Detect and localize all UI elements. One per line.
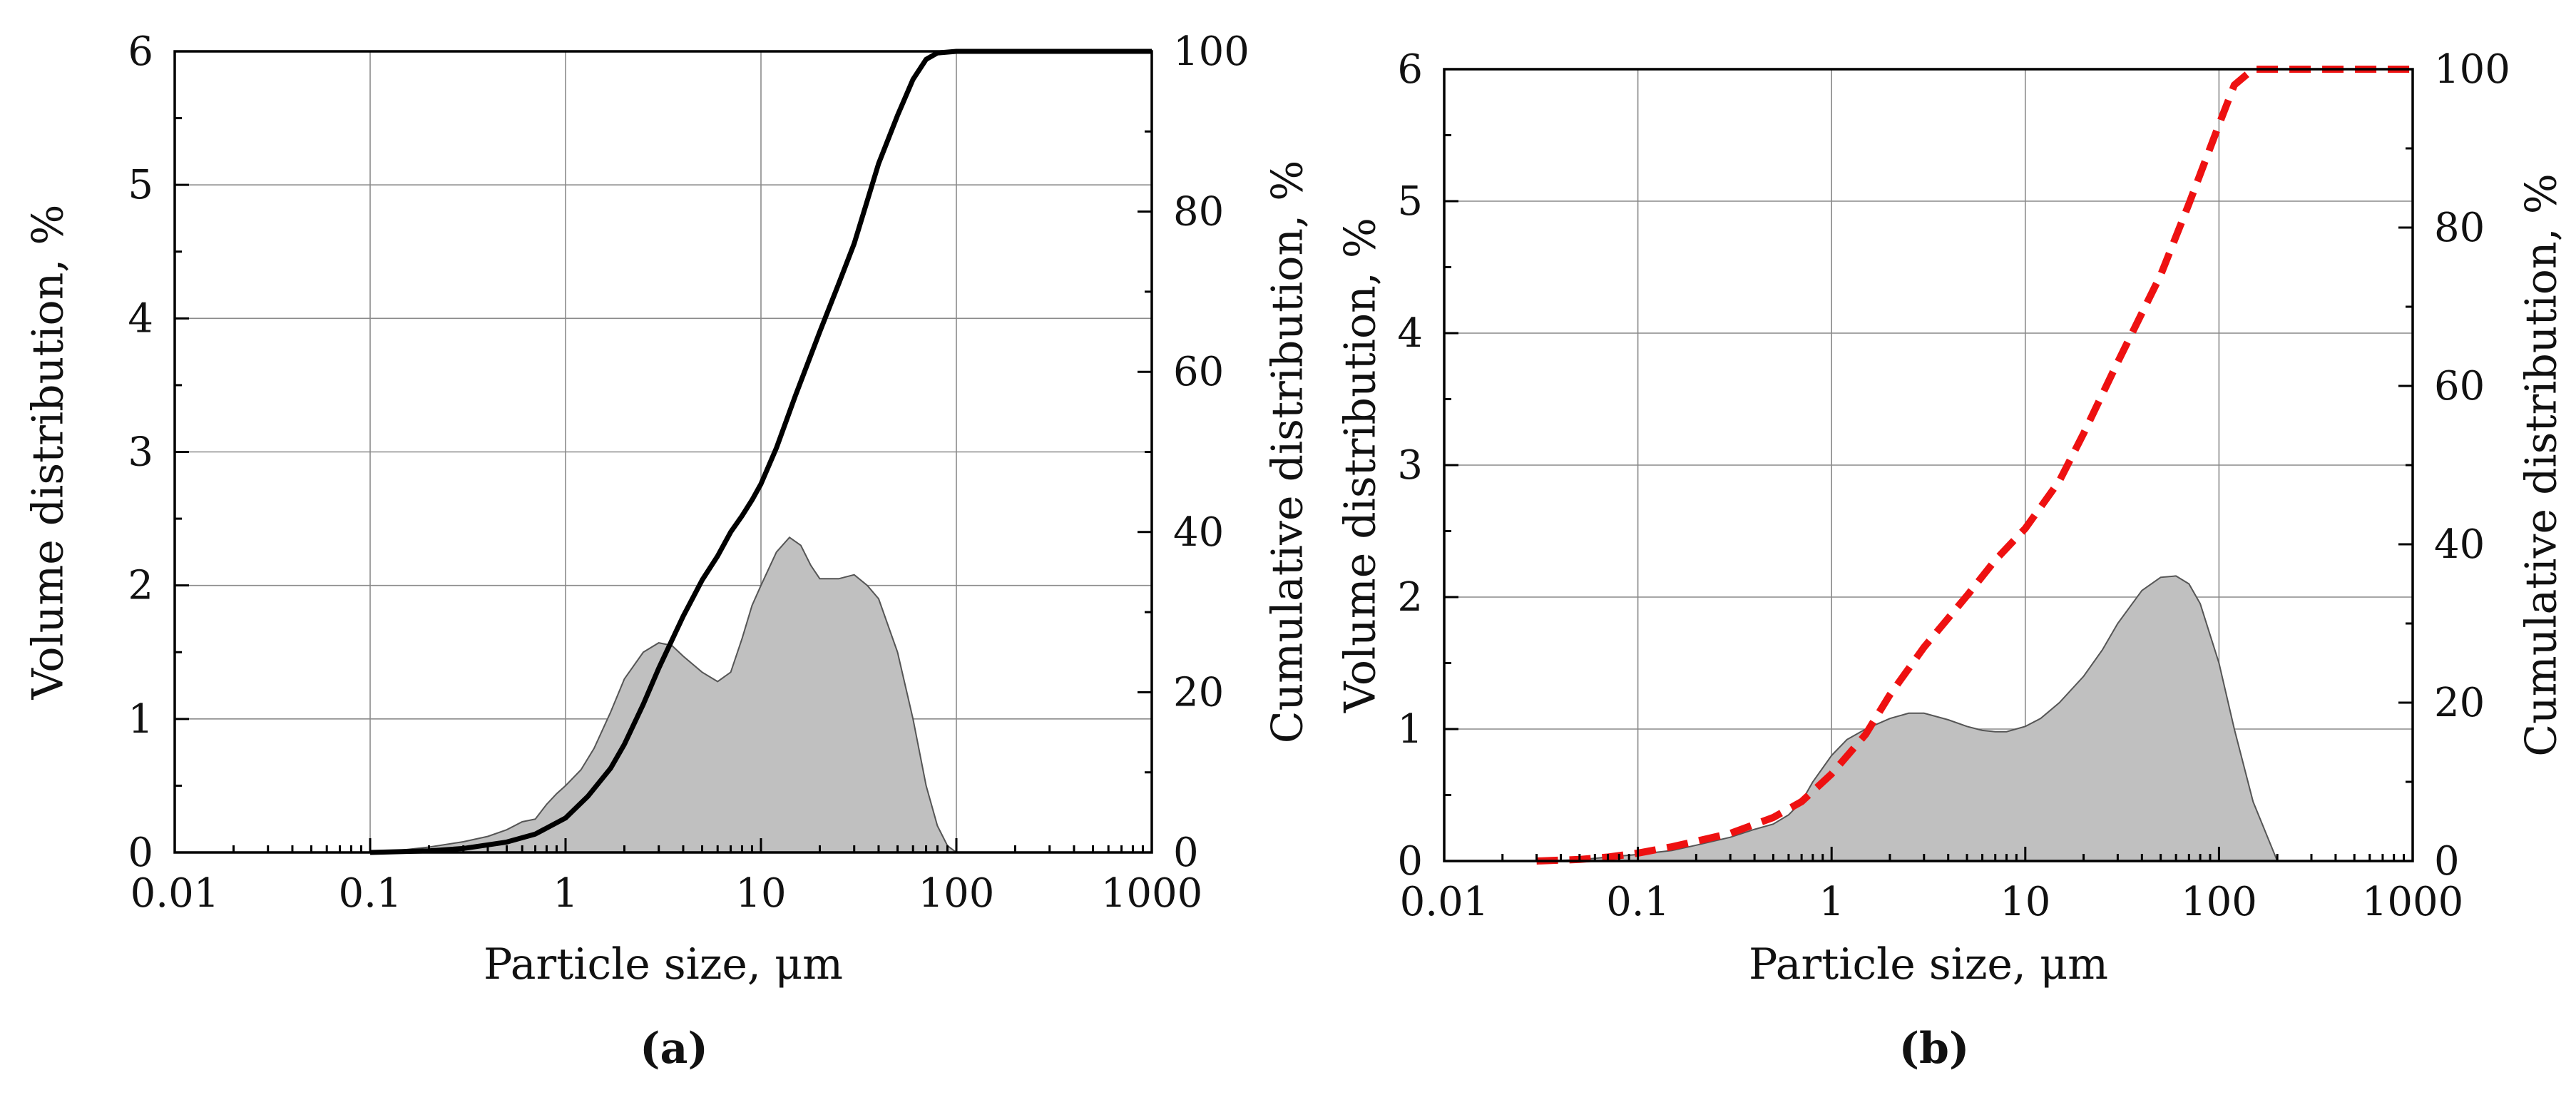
- panel-b-x-axis-title: Particle size, μm: [1749, 939, 2108, 989]
- panel-b-y-tick-label: 1: [1397, 706, 1423, 753]
- panel-b-y-tick-label: 4: [1397, 310, 1423, 357]
- panel-b-x-tick-label: 0.01: [1400, 879, 1489, 925]
- panel-a-x-tick-label: 1: [553, 870, 578, 917]
- panel-b-x-tick-label: 1: [1819, 879, 1844, 925]
- panel-a-cumulative-distribution-line: [369, 49, 1152, 855]
- panel-a-y-axis-title: Volume distribution, %: [24, 205, 73, 701]
- panel-b-x-tick-label: 100: [2181, 879, 2257, 925]
- panel-b-y-tick-label: 6: [1397, 46, 1423, 93]
- panel-a-y-tick-label: 6: [128, 29, 153, 75]
- panel-a-volume-distribution-area: [369, 536, 959, 853]
- panel-b-y-tick-label: 2: [1397, 574, 1423, 621]
- panel-b-y-tick-label: 0: [1397, 838, 1423, 885]
- panel-b-y-tick-label: 3: [1397, 442, 1423, 489]
- panel-a-y-tick-label: 2: [128, 563, 153, 609]
- panel-a-x-tick-label: 100: [919, 870, 995, 917]
- panel-a-x-tick-label: 0.01: [131, 870, 220, 917]
- panel-a-x-tick-label: 0.1: [338, 870, 402, 917]
- panel-a-x-axis-title: Particle size, μm: [484, 939, 843, 989]
- panel-b-y2-tick-label: 40: [2434, 521, 2485, 568]
- panel-a-y-tick-label: 3: [128, 429, 153, 476]
- panel-b-y2-axis-title: Cumulative distribution, %: [2517, 173, 2567, 756]
- panel-b-volume-distribution-area: [1536, 575, 2279, 862]
- panel-a-y2-tick-label: 80: [1173, 189, 1224, 235]
- panel-b-x-tick-label: 10: [2000, 879, 2050, 925]
- panel-a-y-tick-label: 5: [128, 162, 153, 208]
- panel-b-y-axis-title: Volume distribution, %: [1336, 218, 1386, 713]
- panel-b-y-tick-label: 5: [1397, 178, 1423, 225]
- panel-a-y2-axis-title: Cumulative distribution, %: [1263, 161, 1313, 743]
- panel-b-x-tick-label: 1000: [2362, 879, 2464, 925]
- panel-a-y-tick-label: 0: [128, 830, 153, 876]
- panel-b-y2-tick-label: 80: [2434, 205, 2485, 251]
- panel-a-y-tick-label: 1: [128, 696, 153, 743]
- panel-b-x-tick-label: 0.1: [1606, 879, 1670, 925]
- panel-b-cumulative-distribution-line: [1536, 66, 2413, 865]
- panel-b-y2-tick-label: 0: [2434, 838, 2460, 885]
- panel-a-y2-tick-label: 40: [1173, 509, 1224, 556]
- panel-a-y2-tick-label: 100: [1173, 29, 1249, 75]
- panel-b-label: (b): [1899, 1024, 1970, 1074]
- panel-a-y2-tick-label: 0: [1173, 830, 1199, 876]
- panel-a-x-tick-label: 1000: [1101, 870, 1203, 917]
- panel-b-y2-tick-label: 60: [2434, 363, 2485, 409]
- panel-b-y2-tick-label: 100: [2434, 46, 2510, 93]
- panel-a-x-tick-label: 10: [735, 870, 786, 917]
- panel-a-y-tick-label: 4: [128, 295, 153, 342]
- panel-b-y2-tick-label: 20: [2434, 680, 2485, 726]
- panel-a-y2-tick-label: 60: [1173, 349, 1224, 395]
- panel-a-y2-tick-label: 20: [1173, 669, 1224, 715]
- panel-a-label: (a): [640, 1024, 708, 1074]
